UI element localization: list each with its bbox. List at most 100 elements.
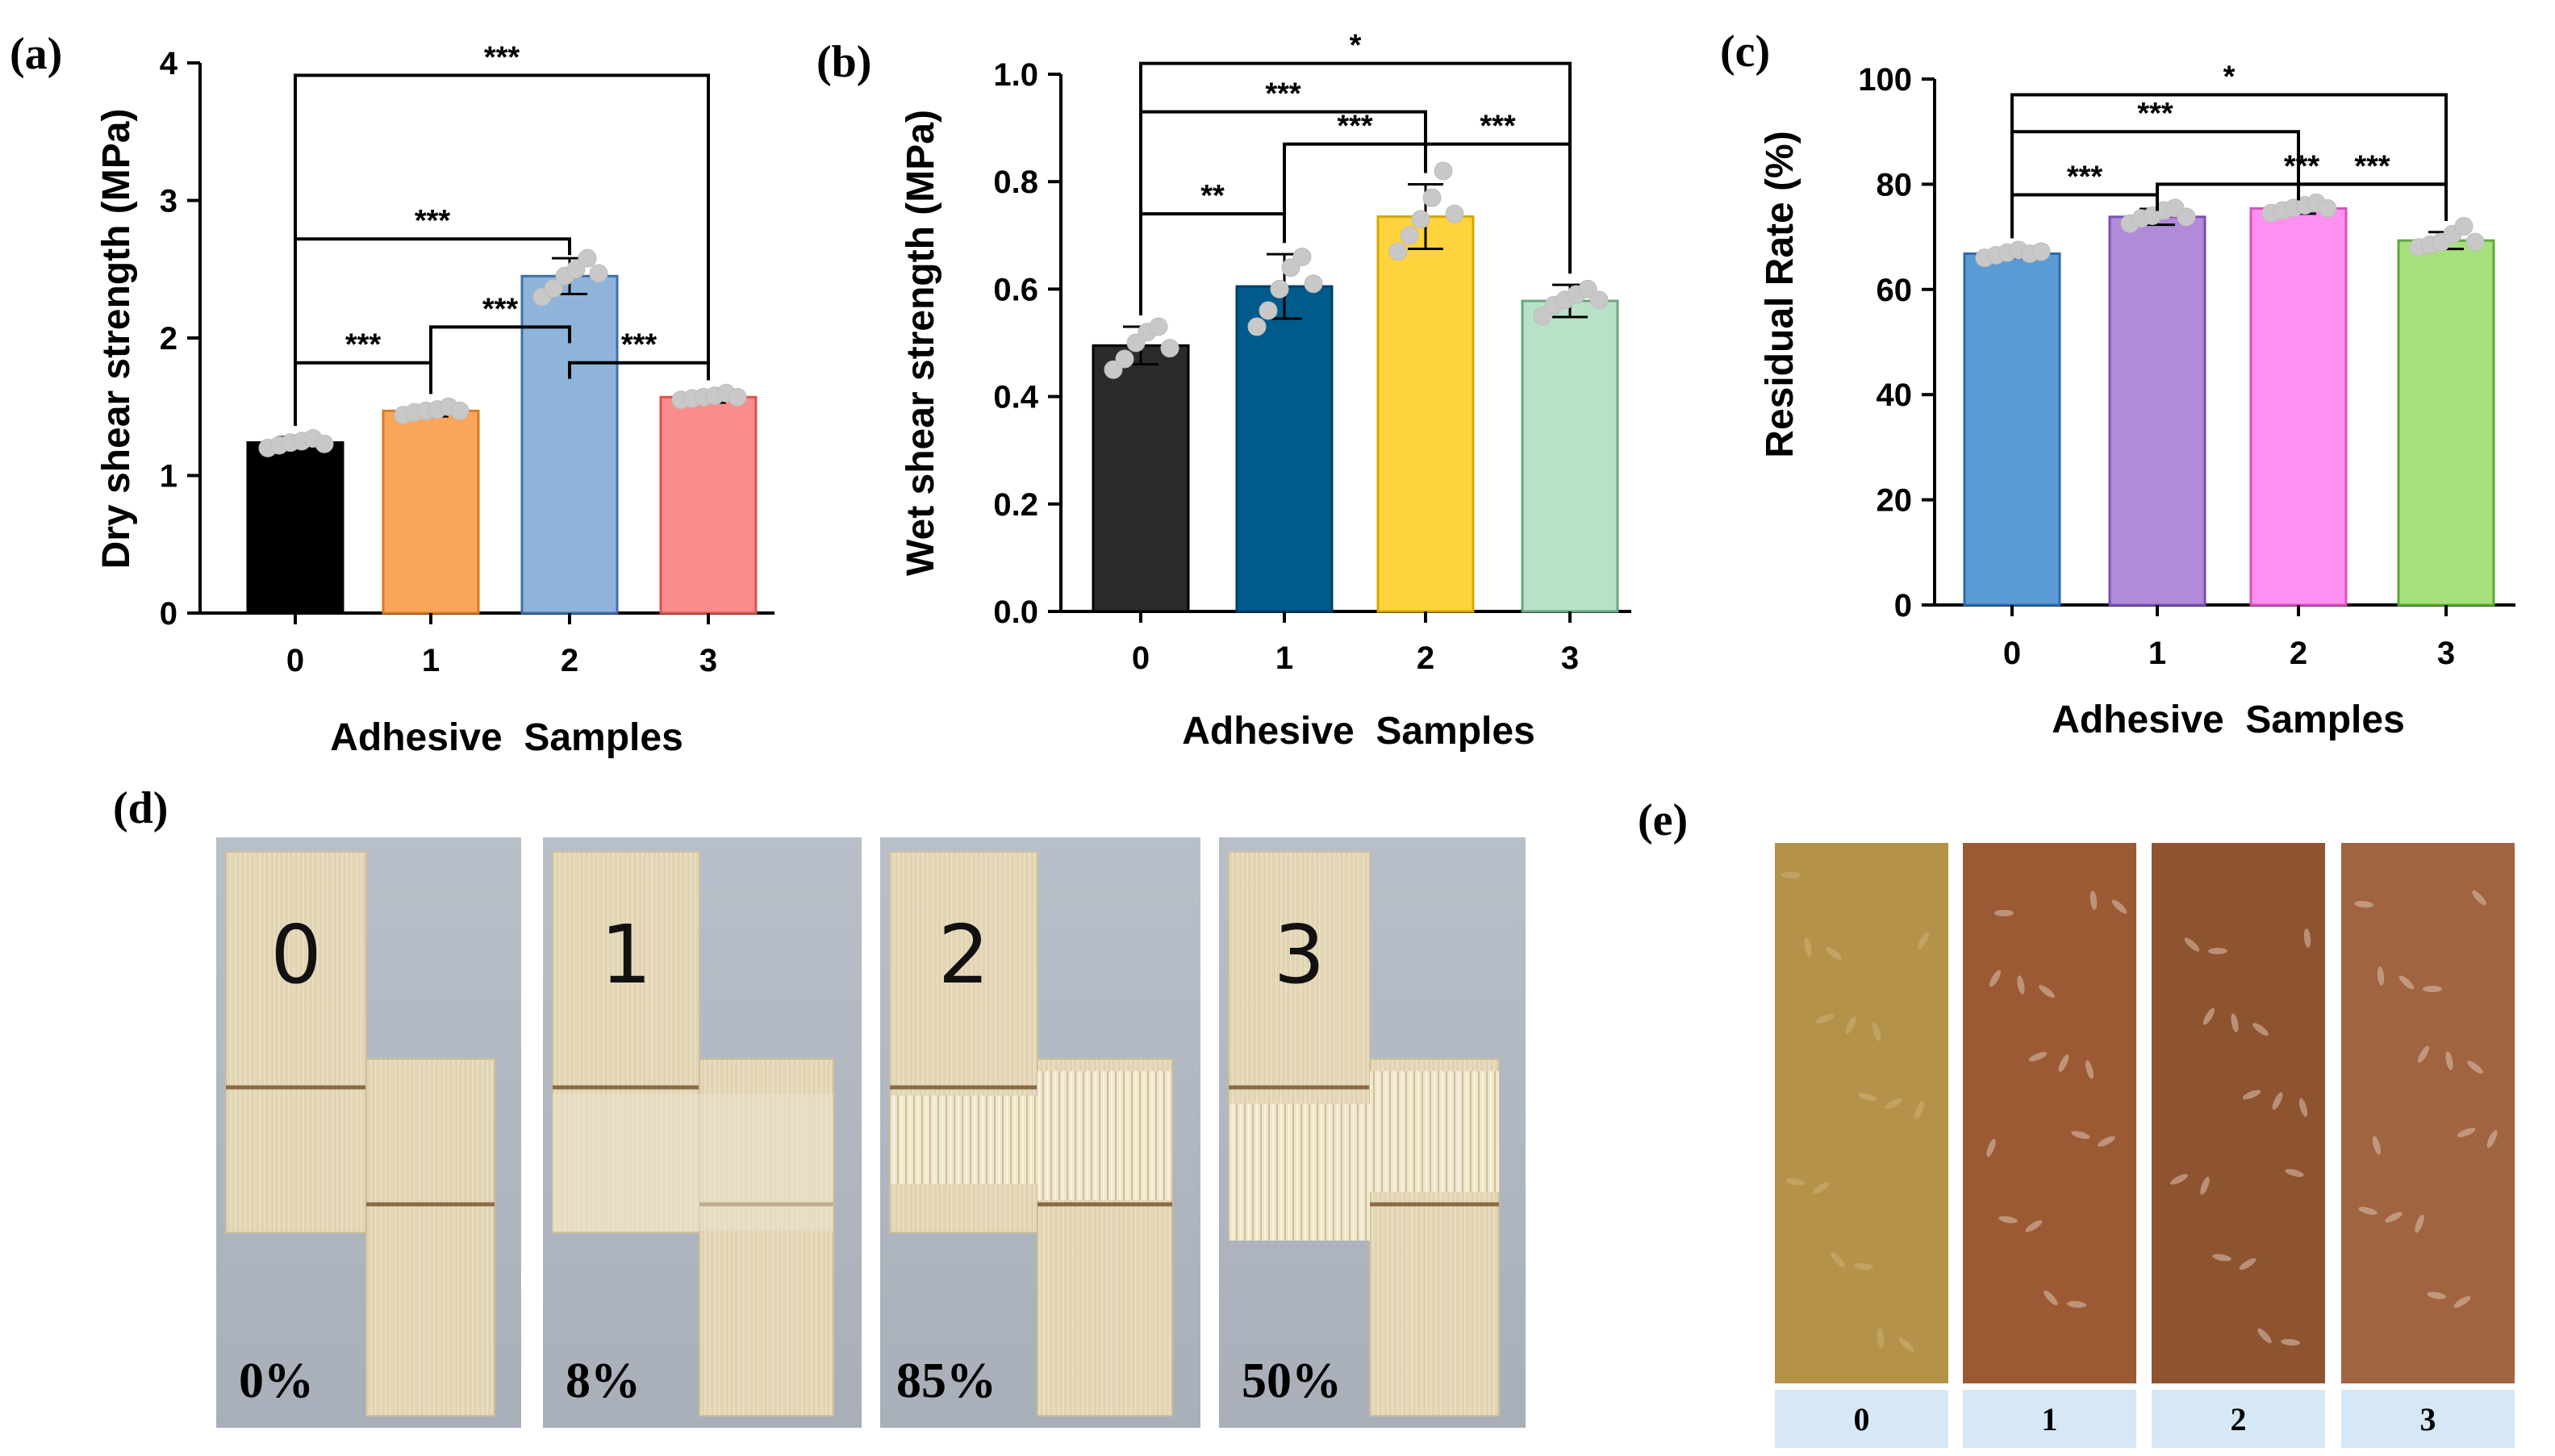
x-tick-label: 1 <box>1275 640 1293 676</box>
surface-crack <box>2467 1061 2483 1074</box>
surface-crack <box>2202 1008 2215 1025</box>
x-ticks-c: 0 1 2 3 <box>2003 605 2455 671</box>
surface-crack <box>1885 1098 1902 1109</box>
strip-image <box>2152 843 2325 1383</box>
wood-stick-top <box>1228 851 1371 1088</box>
surface-crack <box>2067 1300 2086 1308</box>
x-tick-label: 0 <box>286 643 304 678</box>
y-tick-label: 0.4 <box>993 380 1038 415</box>
y-tick-label: 80 <box>1877 167 1913 202</box>
surface-crack <box>2090 891 2098 910</box>
surface-crack <box>2044 1290 2058 1306</box>
points-b <box>1104 161 1609 379</box>
significance-a: *** *** *** *** *** <box>294 40 710 426</box>
surface-crack <box>2377 966 2385 986</box>
bars-c <box>1963 207 2495 607</box>
data-point <box>1160 339 1179 358</box>
data-point <box>2177 207 2196 227</box>
y-tick-label: 40 <box>1877 378 1913 413</box>
bar <box>382 409 480 615</box>
surface-crack <box>2017 975 2025 995</box>
surface-crack <box>2372 1136 2382 1155</box>
y-axis-title-c: Residual Rate (%) <box>1759 131 1801 457</box>
surface-crack <box>2208 948 2227 954</box>
y-ticks-b: 0.0 0.2 0.4 0.6 0.8 1.0 <box>993 57 1061 630</box>
data-point <box>1149 317 1168 336</box>
photo-cards-d: 0 0% 1 8% 2 85% 3 50% <box>216 837 1526 1428</box>
surface-crack <box>1831 1252 1845 1268</box>
data-point <box>1388 242 1408 261</box>
x-axis-title-c: Adhesive Samples <box>2052 699 2405 741</box>
surface-crack <box>2417 1045 2430 1063</box>
strip-label-box <box>2341 1390 2515 1448</box>
significance-label: * <box>2223 60 2236 94</box>
x-ticks-b: 0 1 2 3 <box>1132 611 1579 676</box>
surface-crack <box>2486 1130 2498 1148</box>
handwritten-sample-number: 0 <box>270 907 322 1002</box>
strip-label: 2 <box>2231 1401 2247 1437</box>
y-tick-label: 3 <box>160 184 177 219</box>
panel-e-strips: (e) 0 1 2 3 <box>1638 795 2515 1448</box>
adhesive-strip: 0 <box>1775 843 1948 1448</box>
significance-label: *** <box>345 328 382 362</box>
data-point <box>1400 226 1419 245</box>
surface-crack <box>2298 1098 2308 1117</box>
strip-image <box>1775 843 1948 1383</box>
data-point <box>1292 247 1312 266</box>
strip-image <box>1963 843 2136 1383</box>
x-tick-label: 2 <box>561 643 578 678</box>
surface-crack <box>1815 1014 1835 1024</box>
data-point <box>1115 349 1134 369</box>
y-tick-label: 1 <box>160 459 177 494</box>
surface-crack <box>2039 985 2055 998</box>
surface-crack <box>2111 899 2127 914</box>
surface-crack <box>1898 1337 1914 1352</box>
photo-card: 2 85% <box>880 837 1200 1428</box>
x-tick-label: 3 <box>699 643 717 678</box>
panel-a-letter: (a) <box>10 29 62 79</box>
surface-crack <box>1998 1216 2018 1224</box>
bar <box>659 395 758 615</box>
surface-crack <box>2423 986 2442 992</box>
data-point <box>1578 279 1597 298</box>
adhesive-strip: 2 <box>2152 843 2325 1448</box>
surface-crack <box>1917 932 1930 949</box>
surface-crack <box>2427 1291 2446 1300</box>
surface-crack <box>2385 1212 2403 1223</box>
photo-card: 1 8% <box>543 837 862 1428</box>
data-point <box>1104 360 1123 379</box>
data-point <box>1533 307 1552 326</box>
panel-d-letter: (d) <box>113 783 168 833</box>
y-tick-label: 0 <box>160 596 177 632</box>
data-point <box>450 401 470 420</box>
y-tick-label: 1.0 <box>993 57 1038 93</box>
x-ticks-a: 0 1 2 3 <box>286 613 717 678</box>
strip-image <box>2341 843 2515 1383</box>
y-ticks-c: 0 20 40 60 80 100 <box>1858 62 1935 624</box>
strip-label-box <box>2152 1390 2325 1448</box>
surface-crack <box>2358 1207 2378 1215</box>
x-tick-label: 2 <box>1417 640 1434 676</box>
data-point <box>1247 317 1267 336</box>
significance-c: *** ********** <box>2010 60 2448 239</box>
y-tick-label: 0.0 <box>993 594 1038 630</box>
surface-crack <box>2281 1338 2300 1346</box>
surface-crack <box>2025 1220 2043 1233</box>
data-point <box>1589 290 1609 310</box>
bar <box>1521 299 1619 613</box>
y-tick-label: 0.6 <box>993 272 1038 307</box>
surface-crack <box>2170 1174 2188 1185</box>
significance-label: *** <box>2137 97 2173 131</box>
panel-e-letter: (e) <box>1638 795 1688 845</box>
surface-crack <box>1781 872 1801 878</box>
wood-stick-top <box>552 851 700 1088</box>
surface-crack <box>1877 1329 1885 1348</box>
data-point <box>2454 217 2474 236</box>
surface-crack <box>1785 1178 1805 1186</box>
x-tick-label: 1 <box>2148 636 2166 671</box>
wood-fiber-failure <box>1370 1071 1499 1192</box>
significance-label: *** <box>484 40 520 74</box>
wood-fiber-failure <box>1037 1071 1172 1200</box>
surface-crack <box>2257 1328 2272 1344</box>
